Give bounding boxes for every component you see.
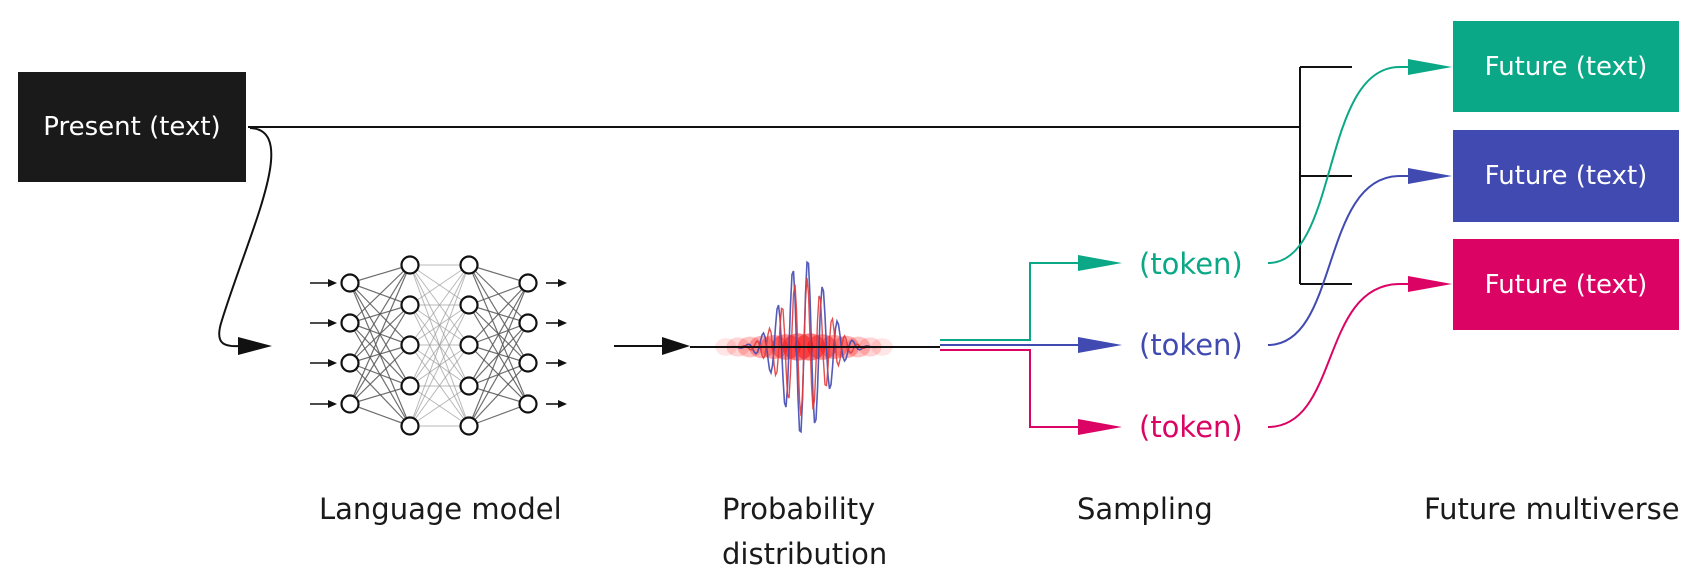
sampling-branch-green	[940, 262, 1080, 341]
nn-edge	[349, 264, 411, 405]
nn-node	[340, 273, 360, 293]
nn-edge	[409, 264, 470, 346]
probability-distribution-label: Probability distribution	[722, 492, 888, 571]
nn-edge	[468, 264, 529, 284]
nn-node	[400, 376, 420, 396]
sampling-arrowhead-green	[1078, 255, 1122, 271]
token-label-pink: (token)	[1139, 410, 1243, 444]
nn-edge	[409, 264, 470, 387]
token-label-green: (token)	[1139, 247, 1243, 281]
nn-edge	[468, 403, 529, 427]
token-to-future-curve-blue	[1267, 175, 1420, 346]
nn-node	[459, 255, 479, 275]
model-input-arrowhead	[238, 337, 272, 355]
future-text-label-green: Future (text)	[1484, 51, 1648, 82]
nn-node	[518, 353, 538, 373]
nn-edge	[409, 304, 470, 427]
nn-edge	[468, 282, 529, 427]
future-text-box-blue: Future (text)	[1453, 130, 1679, 222]
nn-input-arrowhead	[328, 319, 337, 327]
nn-edge	[409, 264, 470, 427]
future-text-label-blue: Future (text)	[1484, 161, 1648, 191]
wave-distribution-icon	[690, 260, 940, 434]
nn-node	[459, 335, 479, 355]
nn-input-arrowhead	[328, 400, 337, 408]
nn-node	[400, 335, 420, 355]
nn-edge	[409, 385, 470, 427]
nn-edge	[349, 344, 411, 405]
nn-node	[340, 394, 360, 414]
future-text-box-green: Future (text)	[1453, 21, 1679, 112]
nn-node	[518, 313, 538, 333]
future-multiverse-label: Future multiverse	[1424, 492, 1680, 526]
nn-node	[400, 416, 420, 436]
present-text-box: Present (text)	[18, 72, 246, 182]
nn-output-arrowhead	[558, 400, 567, 408]
future-arrowhead-pink	[1408, 276, 1452, 292]
present-text-label: Present (text)	[43, 112, 221, 142]
token-label-blue: (token)	[1139, 328, 1243, 362]
nn-edge	[349, 264, 411, 324]
sampling-arrowhead-blue	[1078, 337, 1122, 353]
nn-node	[400, 295, 420, 315]
nn-output-arrowhead	[558, 279, 567, 287]
nn-edge	[349, 264, 411, 284]
nn-node	[518, 273, 538, 293]
nn-edge	[349, 304, 411, 405]
nn-edge	[349, 403, 411, 427]
nn-output-arrowhead	[558, 319, 567, 327]
nn-edge	[409, 264, 470, 306]
nn-input-arrowhead	[328, 279, 337, 287]
nn-edge	[349, 264, 411, 364]
nn-node	[459, 416, 479, 436]
nn-edge	[468, 362, 529, 427]
nn-output-arrowhead	[558, 359, 567, 367]
future-bracket	[1299, 66, 1352, 285]
nn-node	[459, 376, 479, 396]
nn-edge	[349, 385, 411, 405]
nn-node	[340, 353, 360, 373]
nn-edge	[468, 322, 529, 427]
future-text-box-pink: Future (text)	[1453, 239, 1679, 330]
nn-edge	[468, 282, 529, 306]
token-to-future-curve-green	[1267, 66, 1420, 264]
sampling-label: Sampling	[1077, 492, 1213, 526]
sampling-arrowhead-pink	[1078, 419, 1122, 435]
nn-node	[459, 295, 479, 315]
nn-edge	[468, 282, 529, 387]
model-to-distribution-arrowhead	[662, 337, 690, 355]
present-to-model-curve	[218, 127, 273, 348]
nn-node	[400, 255, 420, 275]
nn-edge	[409, 344, 470, 427]
nn-edge	[468, 282, 529, 346]
token-to-future-curve-pink	[1267, 283, 1420, 428]
sampling-branch-pink	[940, 349, 1080, 428]
neural-network-icon	[310, 255, 567, 436]
language-model-label: Language model	[319, 492, 562, 526]
nn-node	[340, 313, 360, 333]
nn-node	[518, 394, 538, 414]
future-arrowhead-blue	[1408, 168, 1452, 184]
future-arrowhead-green	[1408, 59, 1452, 75]
future-text-label-pink: Future (text)	[1484, 269, 1648, 300]
nn-input-arrowhead	[328, 359, 337, 367]
